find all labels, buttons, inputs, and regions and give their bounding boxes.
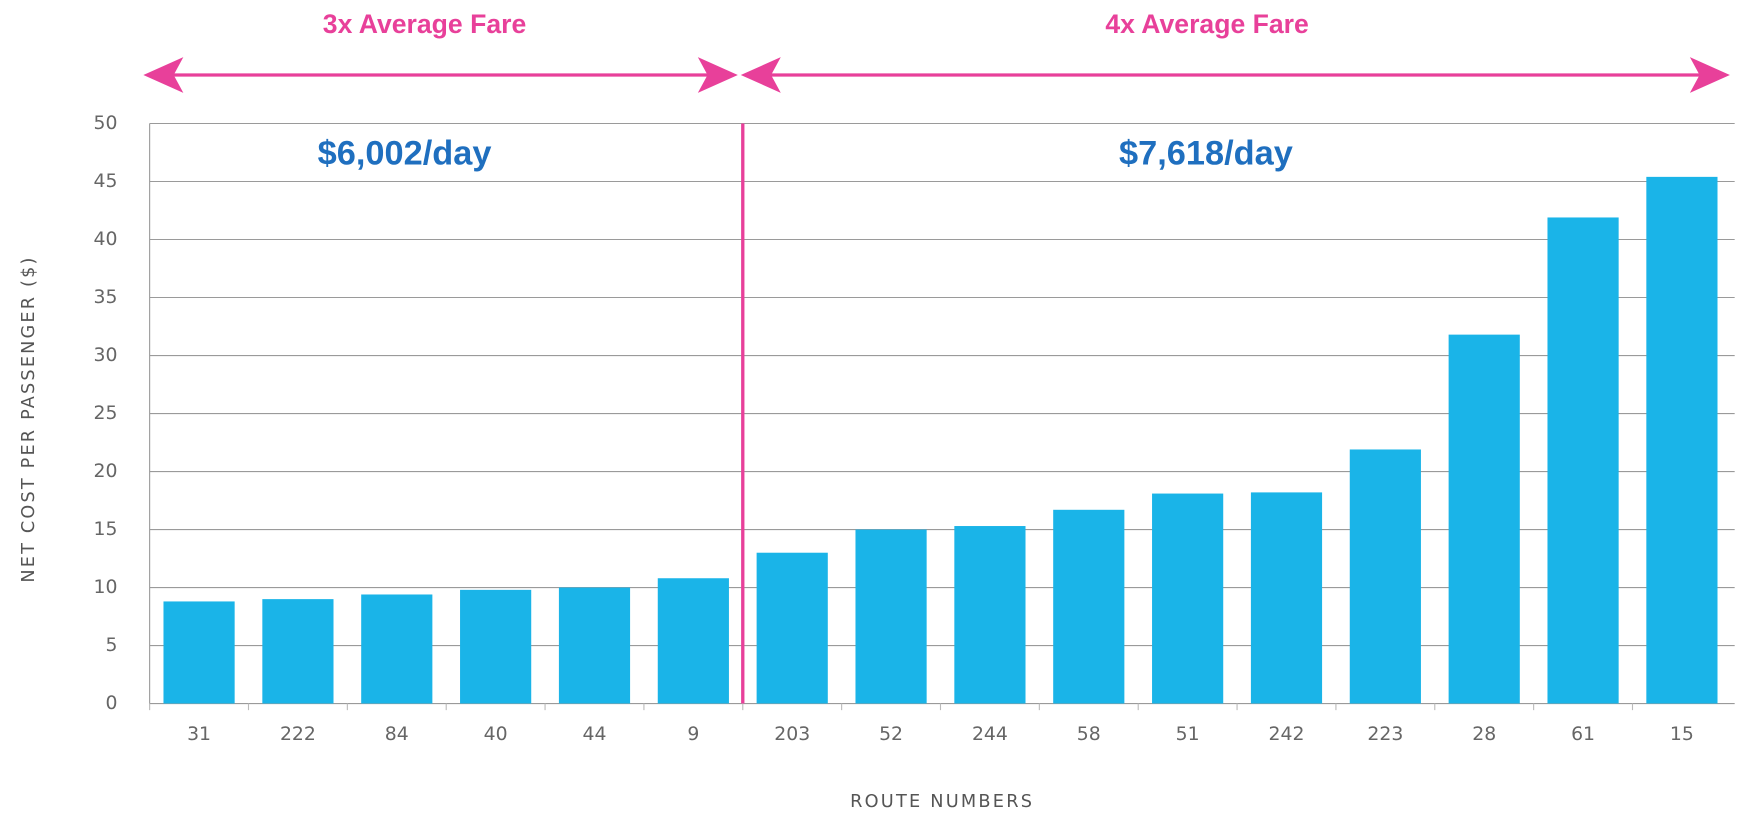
y-tick-label: 30 xyxy=(94,345,118,366)
bar xyxy=(1152,493,1224,704)
bar xyxy=(1349,449,1421,704)
bar xyxy=(460,589,532,704)
bar xyxy=(954,526,1026,704)
x-tick-label: 52 xyxy=(879,724,903,745)
y-tick-label: 40 xyxy=(94,229,118,250)
annotation: 3x Average Fare xyxy=(323,9,526,39)
x-tick-label: 28 xyxy=(1472,724,1496,745)
x-tick-label: 40 xyxy=(484,724,508,745)
x-tick-label: 61 xyxy=(1571,724,1595,745)
x-tick-label: 58 xyxy=(1077,724,1101,745)
range-arrows xyxy=(143,57,1730,93)
x-tick-label: 222 xyxy=(280,724,316,745)
bar xyxy=(1646,176,1718,704)
bar xyxy=(855,529,927,704)
x-axis-title: ROUTE NUMBERS xyxy=(850,792,1034,812)
bar xyxy=(1448,334,1520,704)
y-tick-label: 50 xyxy=(94,113,118,134)
bar xyxy=(657,578,729,704)
x-tick-label: 9 xyxy=(687,724,699,745)
annotation: $6,002/day xyxy=(318,134,492,172)
y-tick-label: 0 xyxy=(106,693,118,714)
y-tick-label: 35 xyxy=(94,287,118,308)
x-tick-label: 84 xyxy=(385,724,409,745)
bar xyxy=(1250,492,1323,704)
x-tick-label: 51 xyxy=(1176,724,1200,745)
y-tick-label: 15 xyxy=(94,519,118,540)
x-tick-label: 223 xyxy=(1367,724,1403,745)
annotation: $7,618/day xyxy=(1119,134,1293,172)
y-axis-title: NET COST PER PASSENGER ($) xyxy=(19,255,39,582)
bar xyxy=(1547,217,1619,704)
bar xyxy=(1053,509,1125,704)
y-tick-label: 20 xyxy=(94,461,118,482)
annotation: 4x Average Fare xyxy=(1105,9,1308,39)
bar xyxy=(262,599,334,704)
bar xyxy=(361,594,433,704)
x-tick-label: 203 xyxy=(774,724,810,745)
x-tick-label: 242 xyxy=(1269,724,1305,745)
y-tick-label: 10 xyxy=(94,577,118,598)
bar xyxy=(756,552,828,704)
bar xyxy=(558,587,631,704)
y-tick-label: 25 xyxy=(94,403,118,424)
x-tick-label: 15 xyxy=(1670,724,1694,745)
bar xyxy=(163,601,235,704)
y-tick-label: 5 xyxy=(106,635,118,656)
x-tick-label: 244 xyxy=(972,724,1008,745)
x-tick-label: 44 xyxy=(583,724,607,745)
y-tick-label: 45 xyxy=(94,171,118,192)
x-tick-label: 31 xyxy=(187,724,211,745)
